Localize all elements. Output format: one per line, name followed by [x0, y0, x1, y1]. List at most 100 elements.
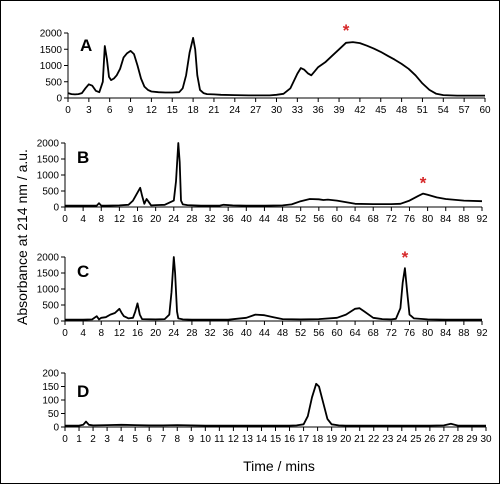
- x-tick-label: 52: [295, 214, 307, 225]
- y-tick-label: 0: [53, 317, 59, 328]
- chromatogram-trace: [67, 37, 485, 97]
- x-tick-label: 76: [404, 214, 416, 225]
- x-tick-label: 9: [189, 434, 195, 445]
- x-tick-label: 0: [62, 328, 68, 339]
- x-tick-label: 16: [284, 434, 296, 445]
- x-tick-label: 76: [404, 328, 416, 339]
- x-tick-label: 19: [326, 434, 338, 445]
- x-tick-label: 68: [368, 214, 380, 225]
- x-tick-label: 4: [80, 214, 86, 225]
- x-tick-label: 27: [250, 105, 262, 116]
- x-tick-label: 28: [186, 214, 198, 225]
- chromatogram-trace: [65, 256, 482, 321]
- panel-a: 0 3 6 9 12 15 18 21 24 27 30 33 36 39 42 45 48 51 54 57 6005…: [40, 21, 491, 116]
- x-tick-label: 72: [386, 214, 398, 225]
- x-tick-label: 48: [277, 328, 289, 339]
- x-tick-label: 64: [350, 328, 362, 339]
- y-tick-label: 1000: [40, 61, 63, 72]
- y-tick-label: 0: [53, 203, 59, 214]
- x-tick-label: 0: [65, 105, 71, 116]
- x-tick-label: 88: [458, 214, 470, 225]
- panel-letter: B: [77, 148, 89, 167]
- x-tick-label: 24: [229, 105, 241, 116]
- y-axis-title: Absorbance at 214 nm / a.u.: [14, 149, 30, 325]
- x-tick-label: 11: [214, 434, 225, 445]
- x-tick-label: 20: [150, 328, 162, 339]
- y-tick-label: 50: [48, 409, 60, 420]
- x-tick-label: 64: [350, 214, 362, 225]
- y-tick-label: 2000: [40, 29, 63, 40]
- x-tick-label: 44: [259, 328, 271, 339]
- x-tick-label: 9: [128, 105, 134, 116]
- x-tick-label: 45: [375, 105, 387, 116]
- y-tick-label: 200: [42, 369, 59, 380]
- x-tick-label: 28: [452, 434, 464, 445]
- x-tick-label: 16: [132, 328, 144, 339]
- x-tick-label: 44: [259, 214, 271, 225]
- y-tick-label: 0: [53, 423, 59, 434]
- x-tick-label: 12: [146, 105, 158, 116]
- y-tick-label: 1500: [40, 45, 63, 56]
- x-tick-label: 52: [295, 328, 307, 339]
- x-tick-label: 12: [114, 214, 126, 225]
- x-tick-label: 29: [466, 434, 478, 445]
- x-tick-label: 54: [438, 105, 450, 116]
- x-tick-label: 7: [160, 434, 166, 445]
- x-tick-label: 20: [340, 434, 352, 445]
- x-tick-label: 6: [107, 105, 113, 116]
- panel-letter: A: [80, 36, 92, 55]
- y-tick-label: 2000: [37, 253, 60, 264]
- peak-marker: *: [420, 174, 427, 193]
- x-tick-label: 80: [422, 328, 434, 339]
- x-tick-label: 60: [331, 214, 343, 225]
- peak-marker: *: [402, 248, 409, 267]
- x-tick-label: 13: [242, 434, 254, 445]
- x-tick-label: 57: [459, 105, 471, 116]
- panel-b: 0 4 8 12 16 20 24 28 32 36 40 44 48 52 56 60 64 68 72 76 80 8…: [37, 139, 488, 226]
- y-tick-label: 500: [42, 301, 59, 312]
- x-tick-label: 5: [132, 434, 138, 445]
- panel-c: 0 4 8 12 16 20 24 28 32 36 40 44 48 52 56 60 64 68 72 76 80 8…: [37, 248, 488, 339]
- x-tick-label: 26: [424, 434, 436, 445]
- panel-letter: C: [77, 262, 89, 281]
- x-tick-label: 1: [76, 434, 82, 445]
- x-tick-label: 40: [241, 328, 253, 339]
- panels: 0 3 6 9 12 15 18 21 24 27 30 33 36 39 42 45 48 51 54 57 6005…: [37, 21, 492, 445]
- x-tick-label: 24: [396, 434, 408, 445]
- x-tick-label: 48: [396, 105, 408, 116]
- x-tick-label: 88: [458, 328, 470, 339]
- x-tick-label: 30: [271, 105, 283, 116]
- x-tick-label: 60: [331, 328, 343, 339]
- x-tick-label: 36: [223, 328, 235, 339]
- x-tick-label: 3: [86, 105, 92, 116]
- x-tick-label: 80: [422, 214, 434, 225]
- x-tick-label: 56: [313, 328, 325, 339]
- x-tick-label: 36: [313, 105, 325, 116]
- x-tick-label: 68: [368, 328, 380, 339]
- x-tick-label: 92: [476, 328, 488, 339]
- x-tick-label: 3: [104, 434, 110, 445]
- x-tick-label: 84: [440, 214, 452, 225]
- panel-d: 0 1 2 3 4 5 6 7 8 9 10 11 12 13 14 15 16 17 18 19 20 21 22 23 24…: [42, 369, 492, 446]
- peak-marker: *: [343, 21, 350, 40]
- y-tick-label: 0: [56, 94, 62, 105]
- x-tick-label: 40: [241, 214, 253, 225]
- x-tick-label: 32: [204, 214, 216, 225]
- x-tick-label: 18: [188, 105, 200, 116]
- x-tick-label: 17: [298, 434, 310, 445]
- x-tick-label: 22: [368, 434, 380, 445]
- x-tick-label: 0: [62, 434, 68, 445]
- x-tick-label: 24: [168, 214, 180, 225]
- x-tick-label: 12: [228, 434, 240, 445]
- x-tick-label: 30: [480, 434, 492, 445]
- x-tick-label: 33: [292, 105, 304, 116]
- x-tick-label: 8: [174, 434, 180, 445]
- x-tick-label: 51: [417, 105, 429, 116]
- y-tick-label: 1000: [37, 285, 60, 296]
- x-tick-label: 23: [382, 434, 394, 445]
- x-tick-label: 28: [186, 328, 198, 339]
- x-tick-label: 42: [354, 105, 366, 116]
- x-tick-label: 56: [313, 214, 325, 225]
- x-tick-label: 39: [333, 105, 345, 116]
